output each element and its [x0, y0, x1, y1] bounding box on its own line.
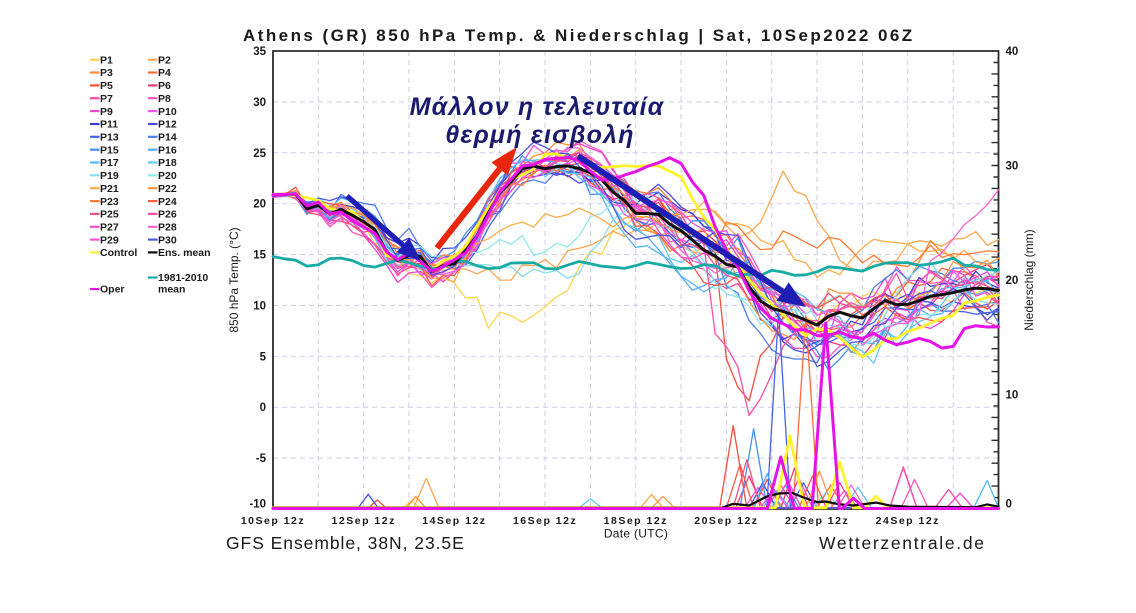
svg-text:Ens. mean: Ens. mean — [158, 247, 211, 259]
svg-text:24Sep 12z: 24Sep 12z — [876, 515, 940, 527]
svg-text:P27: P27 — [100, 221, 119, 233]
svg-text:18Sep 12z: 18Sep 12z — [604, 515, 668, 527]
svg-text:25: 25 — [253, 148, 266, 160]
svg-text:P22: P22 — [158, 183, 177, 195]
svg-text:P14: P14 — [158, 132, 177, 144]
svg-text:10: 10 — [1006, 390, 1019, 402]
svg-text:0: 0 — [260, 402, 266, 414]
svg-text:10Sep 12z: 10Sep 12z — [241, 515, 305, 527]
svg-text:P19: P19 — [100, 170, 119, 182]
svg-text:mean: mean — [158, 284, 185, 296]
svg-text:14Sep 12z: 14Sep 12z — [422, 515, 486, 527]
svg-text:20: 20 — [1006, 275, 1019, 287]
svg-text:P7: P7 — [100, 93, 113, 105]
svg-text:16Sep 12z: 16Sep 12z — [513, 515, 577, 527]
svg-text:P23: P23 — [100, 196, 119, 208]
svg-text:20: 20 — [253, 199, 266, 211]
svg-text:-5: -5 — [256, 453, 267, 465]
svg-text:12Sep 12z: 12Sep 12z — [332, 515, 396, 527]
svg-text:P30: P30 — [158, 234, 177, 246]
svg-text:P11: P11 — [100, 119, 118, 131]
svg-text:30: 30 — [253, 97, 266, 109]
svg-text:15: 15 — [253, 250, 266, 262]
svg-text:P18: P18 — [158, 157, 177, 169]
svg-text:P10: P10 — [158, 106, 177, 118]
svg-text:P4: P4 — [158, 67, 171, 79]
svg-text:P9: P9 — [100, 106, 113, 118]
svg-text:P26: P26 — [158, 209, 177, 221]
svg-text:30: 30 — [1006, 161, 1019, 173]
svg-text:Date (UTC): Date (UTC) — [604, 527, 668, 541]
svg-text:Wetterzentrale.de: Wetterzentrale.de — [819, 533, 986, 553]
svg-text:P8: P8 — [158, 93, 171, 105]
svg-text:GFS Ensemble, 38N, 23.5E: GFS Ensemble, 38N, 23.5E — [226, 533, 465, 553]
svg-text:Control: Control — [100, 247, 137, 259]
svg-text:P28: P28 — [158, 221, 177, 233]
svg-text:Athens (GR) 850 hPa Temp. &: Athens (GR) 850 hPa Temp. & Niederschlag… — [243, 26, 915, 45]
svg-text:Oper: Oper — [100, 284, 125, 296]
svg-text:P13: P13 — [100, 132, 119, 144]
svg-text:P24: P24 — [158, 196, 177, 208]
svg-text:22Sep 12z: 22Sep 12z — [785, 515, 849, 527]
svg-text:P3: P3 — [100, 67, 113, 79]
svg-text:1981-2010: 1981-2010 — [158, 272, 208, 284]
svg-text:10: 10 — [253, 300, 266, 312]
svg-text:Μάλλον η τελευταία: Μάλλον η τελευταία — [410, 93, 665, 121]
svg-text:P1: P1 — [100, 54, 113, 66]
svg-text:θερμή εισβολή: θερμή εισβολή — [445, 121, 634, 149]
svg-text:Niederschlag (mm): Niederschlag (mm) — [1022, 229, 1036, 330]
svg-text:20Sep 12z: 20Sep 12z — [694, 515, 758, 527]
svg-text:P20: P20 — [158, 170, 177, 182]
svg-text:40: 40 — [1006, 46, 1019, 58]
svg-text:P2: P2 — [158, 54, 171, 66]
svg-text:P21: P21 — [100, 183, 119, 195]
svg-text:P6: P6 — [158, 80, 171, 92]
svg-text:0: 0 — [1006, 499, 1012, 511]
svg-text:35: 35 — [253, 46, 266, 58]
svg-text:850 hPa Temp. (°C): 850 hPa Temp. (°C) — [227, 227, 241, 332]
svg-text:P5: P5 — [100, 80, 113, 92]
svg-text:-10: -10 — [249, 499, 266, 511]
svg-text:P16: P16 — [158, 144, 177, 156]
svg-text:P15: P15 — [100, 144, 119, 156]
svg-text:P29: P29 — [100, 234, 119, 246]
svg-text:P17: P17 — [100, 157, 119, 169]
svg-text:P12: P12 — [158, 119, 177, 131]
svg-text:5: 5 — [260, 351, 267, 363]
svg-text:P25: P25 — [100, 209, 119, 221]
